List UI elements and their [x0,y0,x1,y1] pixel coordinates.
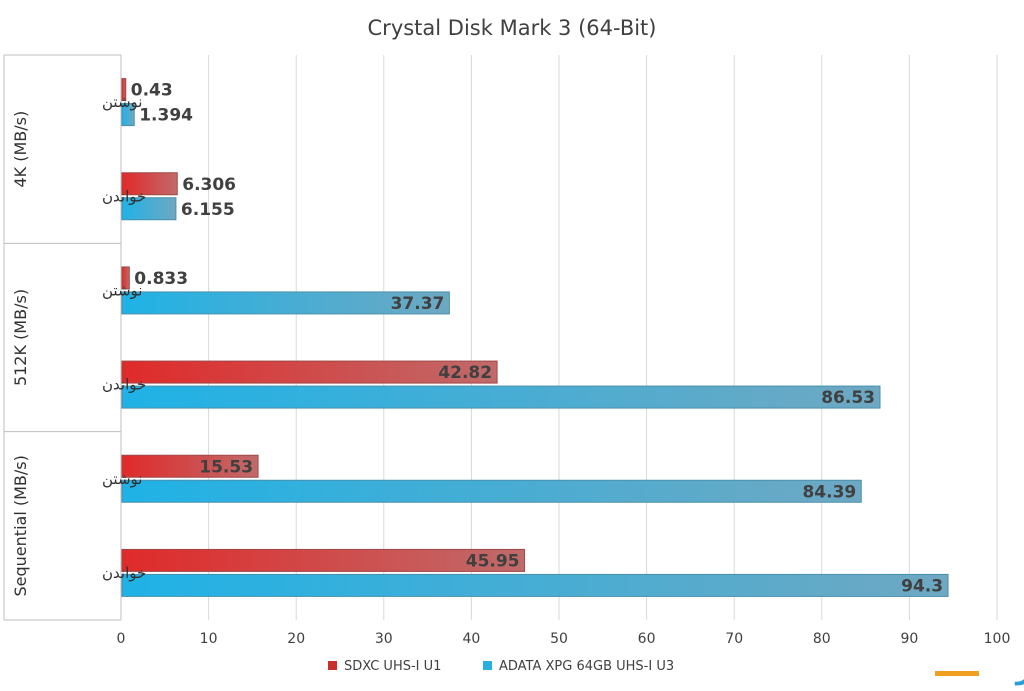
data-label-s0-c4: 15.53 [199,457,253,477]
data-label-s0-c3: 42.82 [438,363,492,383]
bar-s0-c0 [121,78,127,102]
x-tick-label-10: 10 [200,631,218,647]
category-label-1-1: خواندن [102,376,146,394]
data-label-s1-c0: 1.394 [139,106,193,126]
group-label-1: 512K (MB/s) [11,289,30,386]
category-label-2-1: خواندن [102,564,146,582]
x-tick-label-40: 40 [462,631,480,647]
data-label-s0-c2: 0.833 [134,269,188,289]
bar-s1-c1 [121,197,177,221]
bar-s0-c5 [121,548,526,572]
bar-s1-c3 [121,385,881,409]
data-label-s1-c2: 37.37 [391,294,445,314]
bars [121,78,949,597]
legend-label-sdxc: SDXC UHS-I U1 [344,659,441,674]
watermark-text: سخت افزار [1014,651,1024,686]
watermark-logo: سخت افزار [935,651,1024,686]
x-tick-label-100: 100 [984,631,1011,647]
data-label-s1-c1: 6.155 [181,200,235,220]
category-label-1-0: نوشتن [102,281,142,299]
x-tick-label-60: 60 [638,631,656,647]
x-tick-label-20: 20 [287,631,305,647]
legend-label-adata: ADATA XPG 64GB UHS-I U3 [499,659,674,674]
x-tick-label-50: 50 [550,631,568,647]
group-label-0: 4K (MB/s) [11,111,30,188]
x-tick-label-80: 80 [813,631,831,647]
category-frame [3,54,122,621]
data-label-s0-c0: 0.43 [131,81,173,101]
bar-s0-c4 [121,454,259,478]
category-label-0-0: نوشتن [102,93,142,111]
bar-s1-c4 [121,479,862,503]
legend: SDXC UHS-I U1 ADATA XPG 64GB UHS-I U3 [328,659,674,674]
legend-swatch-adata [483,661,492,670]
x-tick-label-0: 0 [117,631,126,647]
bar-s0-c2 [121,266,130,290]
x-axis-ticks: 0 10 20 30 40 50 60 70 80 90 100 [117,631,1011,647]
group-labels: 4K (MB/s) 512K (MB/s) Sequential (MB/s) [11,111,30,597]
data-label-s0-c5: 45.95 [466,551,520,571]
data-label-s1-c3: 86.53 [821,388,875,408]
watermark-accent-bar [935,671,979,676]
data-labels: 0.43 1.394 6.306 6.155 0.833 37.37 42.82 86.53 1… [131,81,943,597]
x-tick-label-90: 90 [900,631,918,647]
bar-s1-c0 [121,103,135,127]
bar-s1-c5 [121,573,949,597]
category-label-0-1: خواندن [102,187,146,205]
data-label-s0-c1: 6.306 [182,175,236,195]
chart-title: Crystal Disk Mark 3 (64-Bit) [368,16,657,40]
x-tick-label-70: 70 [725,631,743,647]
category-label-2-0: نوشتن [102,470,142,488]
bar-s0-c1 [121,172,178,196]
bar-s1-c2 [121,291,450,315]
x-tick-label-30: 30 [375,631,393,647]
group-label-2: Sequential (MB/s) [11,455,30,596]
bar-s0-c3 [121,360,498,384]
legend-swatch-sdxc [328,661,337,670]
grid [120,55,998,620]
data-label-s1-c5: 94.3 [901,576,943,596]
data-label-s1-c4: 84.39 [802,482,856,502]
category-labels: نوشتن خواندن نوشتن خواندن نوشتن خواندن [102,93,146,582]
